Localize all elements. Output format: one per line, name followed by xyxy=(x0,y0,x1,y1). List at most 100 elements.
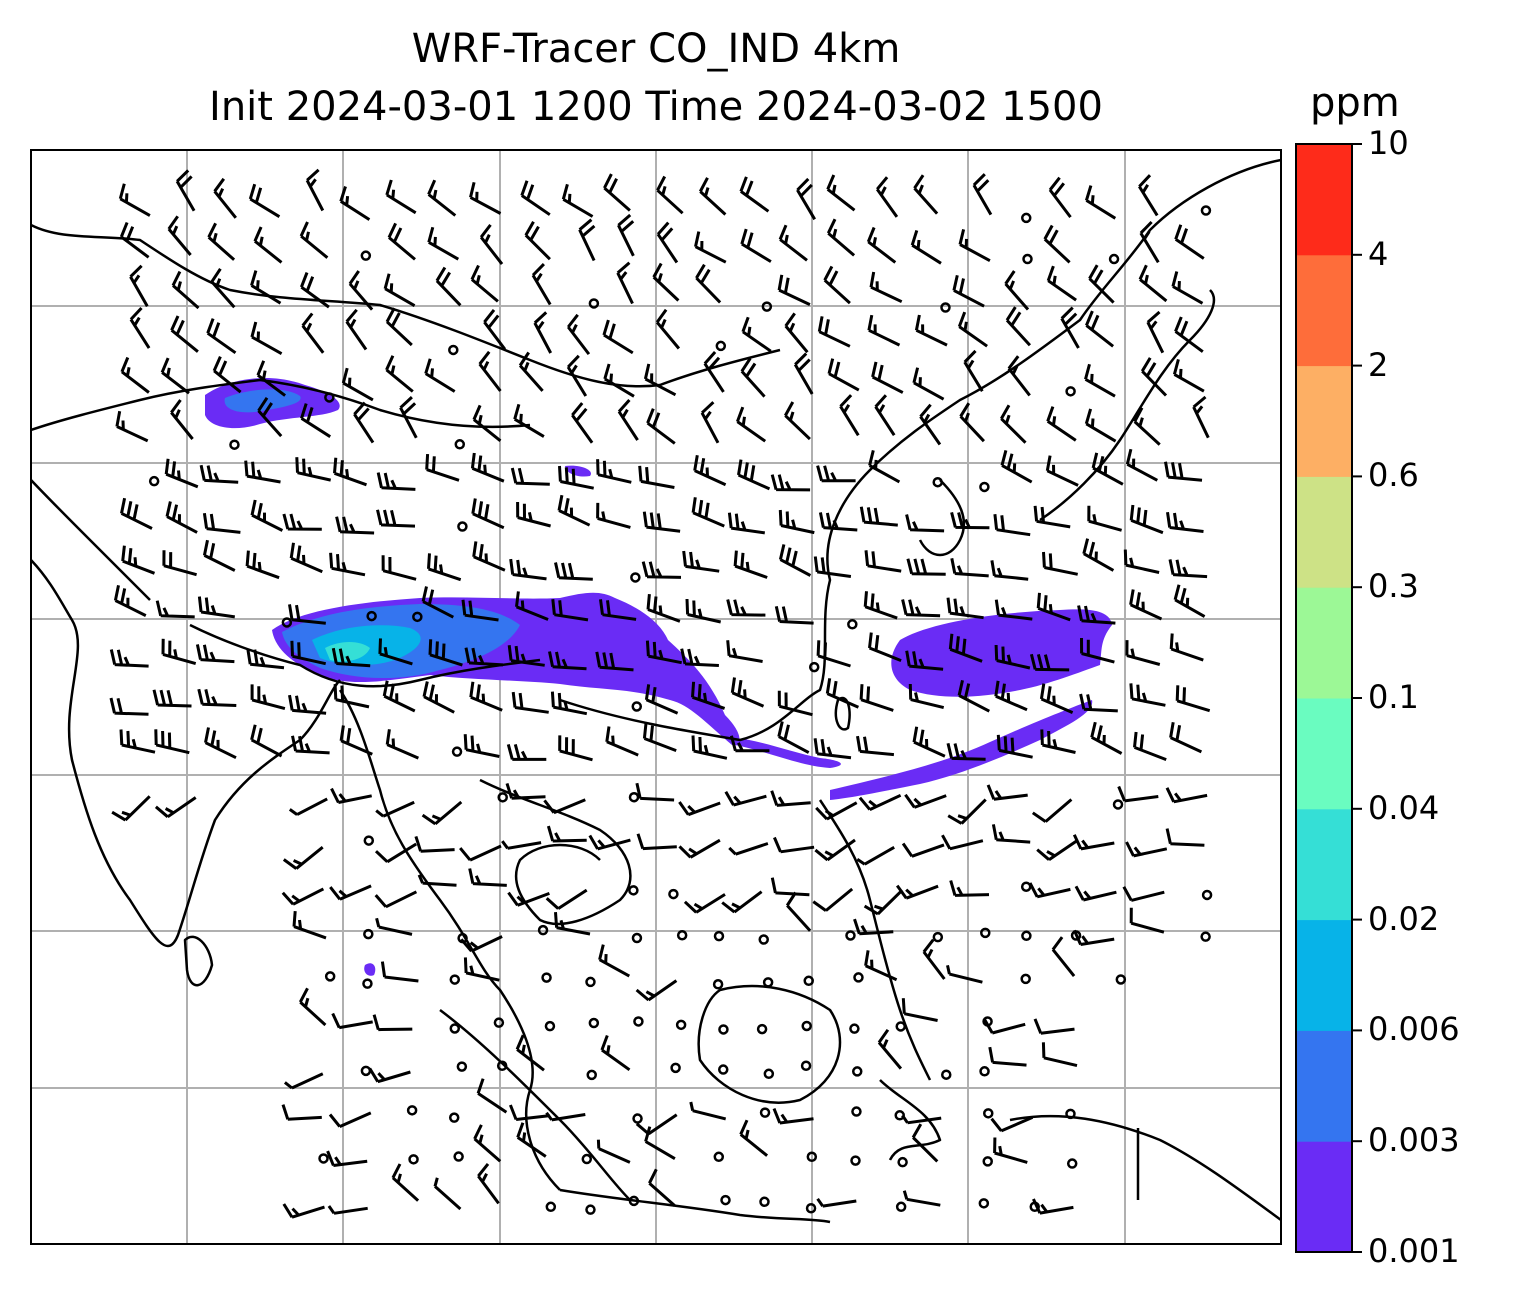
wind-barb xyxy=(958,229,991,263)
wind-barb xyxy=(778,509,815,535)
wind-barb xyxy=(376,472,416,491)
wind-barb xyxy=(524,220,551,261)
wind-barb xyxy=(557,494,591,527)
wind-barb xyxy=(329,552,366,577)
wind-barb xyxy=(901,998,938,1022)
wind-barb xyxy=(1173,584,1206,618)
wind-barb xyxy=(578,218,596,262)
wind-barb xyxy=(994,644,1031,670)
wind-barb xyxy=(863,591,898,620)
calm-wind-marker xyxy=(408,1154,419,1165)
wind-barb xyxy=(739,1119,769,1157)
calm-wind-marker xyxy=(1115,974,1127,985)
colorbar-tick-label: 0.001 xyxy=(1368,1232,1460,1270)
wind-barb xyxy=(912,367,945,401)
wind-barb xyxy=(1166,511,1204,533)
wind-barb xyxy=(825,678,860,709)
wind-barb xyxy=(868,450,901,484)
wind-barb xyxy=(374,890,418,909)
calm-wind-marker xyxy=(720,1194,731,1206)
wind-barb xyxy=(869,271,903,304)
border-himalaya xyxy=(189,623,541,688)
map-frame xyxy=(30,149,1282,1245)
wind-barb xyxy=(391,1163,420,1202)
wind-barb xyxy=(300,272,330,309)
calm-wind-marker xyxy=(1020,973,1031,985)
wind-barb xyxy=(901,599,941,618)
wind-barb xyxy=(1079,693,1118,713)
plume-pacific-band xyxy=(830,700,1093,800)
wind-barb xyxy=(253,226,283,264)
wind-barb xyxy=(289,542,323,574)
calm-wind-marker xyxy=(850,1155,861,1166)
wind-barb xyxy=(129,264,149,308)
coast-korea xyxy=(918,479,966,557)
calm-wind-marker xyxy=(803,975,814,987)
wind-barb xyxy=(913,174,939,215)
wind-barb xyxy=(461,599,499,622)
wind-barb xyxy=(1042,551,1079,576)
wind-barb xyxy=(1031,798,1073,823)
map-title-line2: Init 2024-03-01 1200 Time 2024-03-02 150… xyxy=(209,84,1103,130)
wind-barb xyxy=(642,511,681,533)
calm-wind-marker xyxy=(537,924,549,936)
wind-barb xyxy=(729,735,770,753)
wind-barb xyxy=(617,398,639,441)
coast-indochina xyxy=(479,778,632,926)
wind-barb xyxy=(250,321,283,356)
wind-barb xyxy=(1084,363,1116,398)
wind-barb xyxy=(910,229,942,265)
wind-barb xyxy=(1074,885,1117,902)
wind-barb xyxy=(638,465,675,489)
wind-barb xyxy=(375,800,415,818)
wind-barb xyxy=(724,790,767,807)
wind-barb xyxy=(957,311,988,348)
wind-barb xyxy=(858,793,902,811)
wind-barb xyxy=(1129,504,1164,535)
plume-central-asia-core xyxy=(224,389,301,413)
wind-barb xyxy=(1029,653,1070,672)
calm-wind-marker xyxy=(941,1069,952,1080)
wind-barb xyxy=(1125,448,1159,482)
wind-barb xyxy=(427,553,462,582)
wind-barb xyxy=(993,514,1031,537)
calm-wind-marker xyxy=(675,1019,687,1031)
wind-barb xyxy=(378,638,413,666)
wind-barb xyxy=(414,835,455,853)
wind-barb xyxy=(700,401,720,444)
wind-barb xyxy=(1085,310,1115,348)
wind-barb xyxy=(1090,721,1123,755)
wind-barb xyxy=(567,313,591,356)
wind-barb xyxy=(1007,355,1031,397)
calm-wind-marker xyxy=(806,1151,818,1163)
wind-barb xyxy=(784,312,809,354)
calm-wind-marker xyxy=(585,1204,596,1215)
wind-barb xyxy=(425,454,460,482)
wind-barb xyxy=(1138,264,1168,303)
wind-barb xyxy=(972,173,993,216)
calm-wind-marker xyxy=(449,1023,461,1034)
wind-barb xyxy=(856,845,895,866)
wind-barb xyxy=(472,404,502,442)
wind-barb xyxy=(246,648,285,670)
calm-wind-marker xyxy=(851,1066,863,1077)
wind-barb xyxy=(199,464,239,484)
wind-barb xyxy=(1117,785,1159,803)
calm-wind-marker xyxy=(1201,889,1213,901)
wind-barb xyxy=(1133,407,1161,446)
wind-barb xyxy=(947,798,987,825)
wind-barb xyxy=(507,645,545,667)
wind-barb xyxy=(155,600,195,619)
calm-wind-marker xyxy=(588,298,600,309)
wind-barb xyxy=(464,647,504,667)
wind-barb xyxy=(864,550,902,573)
co-tracer-field xyxy=(205,377,1112,976)
calm-wind-marker xyxy=(980,927,991,939)
wind-barb xyxy=(330,787,372,804)
wind-barb xyxy=(331,1012,373,1030)
wind-barb xyxy=(161,638,197,666)
wind-barb xyxy=(815,801,858,821)
wind-barb xyxy=(505,782,546,800)
colorbar-frame xyxy=(1295,143,1353,1253)
wind-barb xyxy=(990,1116,1034,1133)
